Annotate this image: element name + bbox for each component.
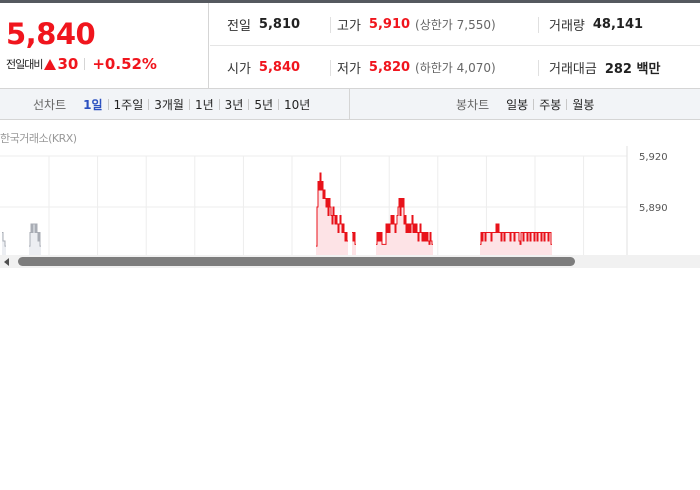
period-bar: 선차트 1일 1주일 3개월 1년 3년 5년 10년 봉차트 일봉 주봉 월봉 xyxy=(0,89,700,120)
period-divider xyxy=(188,98,190,110)
period-list: 1일 1주일 3개월 1년 3년 5년 10년 xyxy=(78,96,315,113)
period-tab-2[interactable]: 3개월 xyxy=(154,97,184,112)
upper-limit: (상한가 7,550) xyxy=(415,18,496,32)
candle-chart-periods: 봉차트 일봉 주봉 월봉 xyxy=(351,89,700,119)
trade-value-label: 거래대금 xyxy=(549,62,597,77)
price-area-4 xyxy=(376,198,433,256)
open-label: 시가 xyxy=(227,62,251,77)
period-divider xyxy=(566,98,568,110)
period-tab-1[interactable]: 1주일 xyxy=(113,97,144,112)
period-tab-6[interactable]: 10년 xyxy=(284,97,311,112)
exchange-source: 한국거래소(KRX) xyxy=(0,132,77,145)
info-divider xyxy=(330,17,331,33)
period-divider xyxy=(148,98,150,110)
info-row-2: 시가 5,840 저가 5,820 (하한가 4,070) 거래대금 282 백… xyxy=(210,46,700,89)
price-line-0 xyxy=(2,232,6,247)
volume-cell: 거래량 48,141 xyxy=(549,3,643,46)
price-line-3 xyxy=(352,232,356,245)
lower-limit: (하한가 4,070) xyxy=(415,61,496,75)
line-chart-label: 선차트 xyxy=(33,97,67,112)
prev-close-label: 전일 xyxy=(227,19,251,34)
period-divider xyxy=(533,98,535,110)
y-tick-label: 5,920 xyxy=(639,152,668,163)
change-rate: +0.52% xyxy=(92,55,157,73)
change-amount: 30 xyxy=(57,55,79,73)
period-divider xyxy=(248,98,250,110)
volume-label: 거래량 xyxy=(549,19,585,34)
low-cell: 저가 5,820 (하한가 4,070) xyxy=(337,46,496,89)
trade-value-cell: 거래대금 282 백만 xyxy=(549,46,660,89)
line-chart-periods: 선차트 1일 1주일 3개월 1년 3년 5년 10년 xyxy=(0,89,350,119)
candle-chart-label: 봉차트 xyxy=(456,97,490,112)
period-tab-0[interactable]: 1일 xyxy=(83,97,103,112)
quote-info-grid: 전일 5,810 고가 5,910 (상한가 7,550) 거래량 48,141… xyxy=(210,3,700,89)
chart-scrollbar[interactable] xyxy=(0,255,700,268)
price-box: 5,840 전일대비 30 +0.52% xyxy=(0,3,209,89)
up-arrow-icon xyxy=(44,58,57,70)
open-cell: 시가 5,840 xyxy=(227,46,300,89)
change-divider xyxy=(84,58,86,70)
info-divider xyxy=(330,60,331,76)
period-tab-3[interactable]: 1년 xyxy=(194,97,214,112)
candle-tab-2[interactable]: 월봉 xyxy=(572,97,595,112)
price-line-5 xyxy=(480,223,552,245)
period-divider xyxy=(218,98,220,110)
price-line-2 xyxy=(316,172,348,247)
period-tab-5[interactable]: 5년 xyxy=(254,97,274,112)
trade-value: 282 백만 xyxy=(604,62,661,77)
volume-value: 48,141 xyxy=(592,17,644,32)
quote-summary: 5,840 전일대비 30 +0.52% 전일 5,810 고가 5,910 ( xyxy=(0,0,700,89)
price-line-1 xyxy=(29,223,41,247)
candle-tab-1[interactable]: 주봉 xyxy=(539,97,562,112)
change-label: 전일대비 xyxy=(6,58,43,71)
info-divider xyxy=(538,60,539,76)
period-divider xyxy=(107,98,109,110)
candle-tab-0[interactable]: 일봉 xyxy=(506,97,529,112)
info-row-1: 전일 5,810 고가 5,910 (상한가 7,550) 거래량 48,141 xyxy=(210,3,700,46)
scroll-thumb[interactable] xyxy=(18,257,575,266)
change-row: 전일대비 30 +0.52% xyxy=(6,55,157,73)
period-tab-4[interactable]: 3년 xyxy=(224,97,244,112)
open-value: 5,840 xyxy=(258,60,301,75)
scroll-left-arrow-icon[interactable] xyxy=(4,258,9,266)
high-label: 고가 xyxy=(337,19,361,34)
y-tick-label: 5,890 xyxy=(639,203,668,214)
prev-close-value: 5,810 xyxy=(258,17,301,32)
low-value: 5,820 xyxy=(368,60,411,75)
info-divider xyxy=(538,17,539,33)
current-price: 5,840 xyxy=(6,17,96,51)
high-value: 5,910 xyxy=(368,17,411,32)
high-cell: 고가 5,910 (상한가 7,550) xyxy=(337,3,496,46)
candle-period-list: 일봉 주봉 월봉 xyxy=(501,96,599,113)
low-label: 저가 xyxy=(337,62,361,77)
prev-close-cell: 전일 5,810 xyxy=(227,3,300,46)
price-line-4 xyxy=(376,198,433,245)
period-divider xyxy=(278,98,280,110)
